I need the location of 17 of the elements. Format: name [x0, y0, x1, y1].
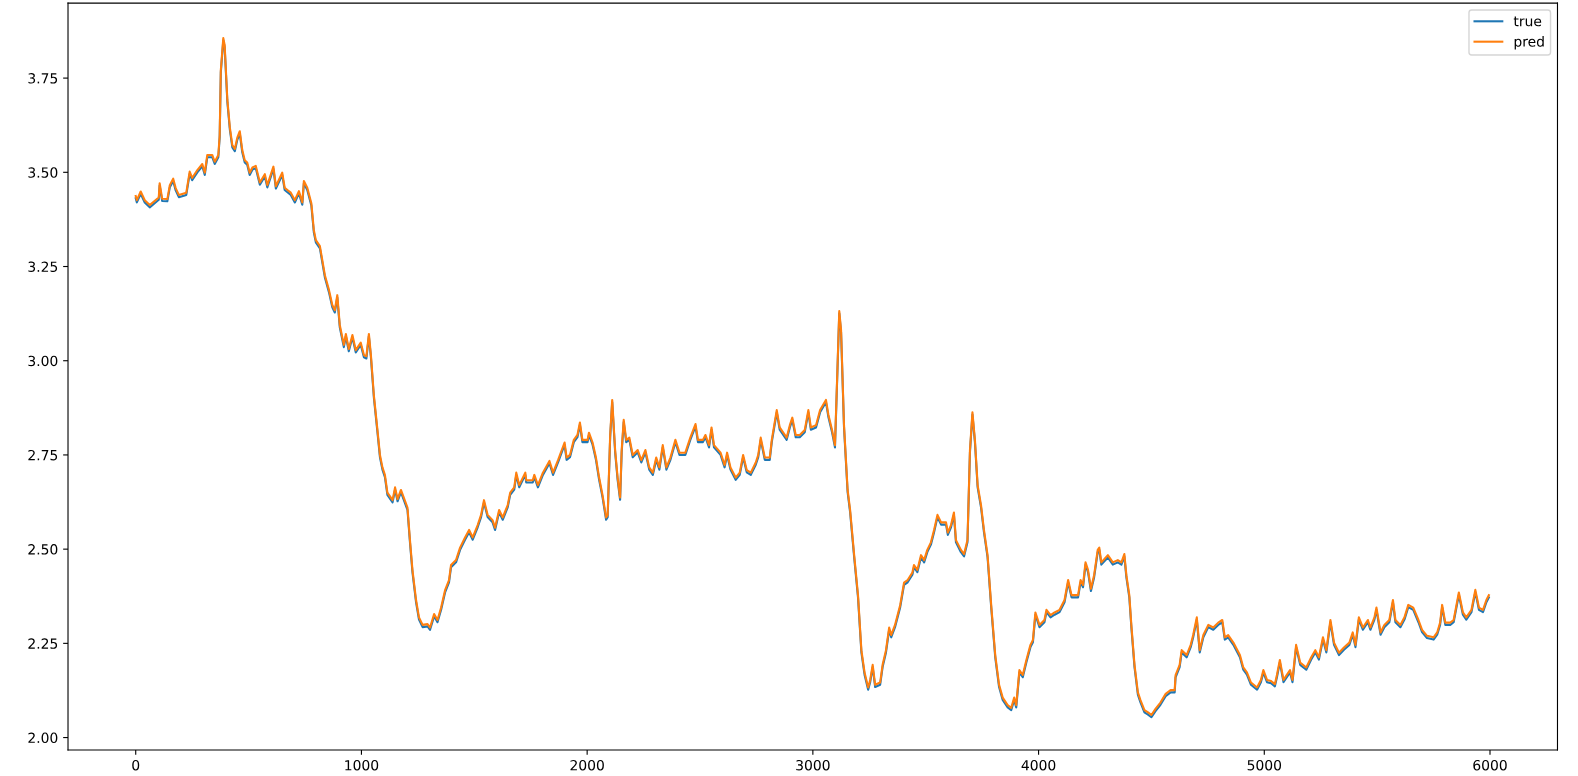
x-tick-label: 2000	[570, 759, 604, 771]
y-tick-label: 3.50	[28, 167, 58, 178]
legend-label: pred	[1514, 35, 1544, 50]
x-tick-label: 4000	[1021, 759, 1056, 771]
x-tick-label: 3000	[796, 759, 830, 771]
y-tick-label: 3.75	[28, 73, 58, 84]
x-tick-label: 1000	[345, 759, 379, 771]
y-tick-label: 2.50	[28, 544, 58, 555]
y-tick-label: 3.00	[28, 355, 58, 367]
y-tick-label: 2.00	[28, 732, 58, 744]
y-tick-label: 2.25	[28, 638, 58, 649]
x-tick-label: 5000	[1247, 759, 1282, 771]
y-tick-label: 3.25	[28, 261, 58, 272]
x-tick-label: 6000	[1473, 759, 1507, 771]
x-tick-label: 0	[132, 759, 140, 771]
y-tick-label: 2.75	[28, 449, 58, 461]
legend-label: true	[1513, 16, 1542, 27]
